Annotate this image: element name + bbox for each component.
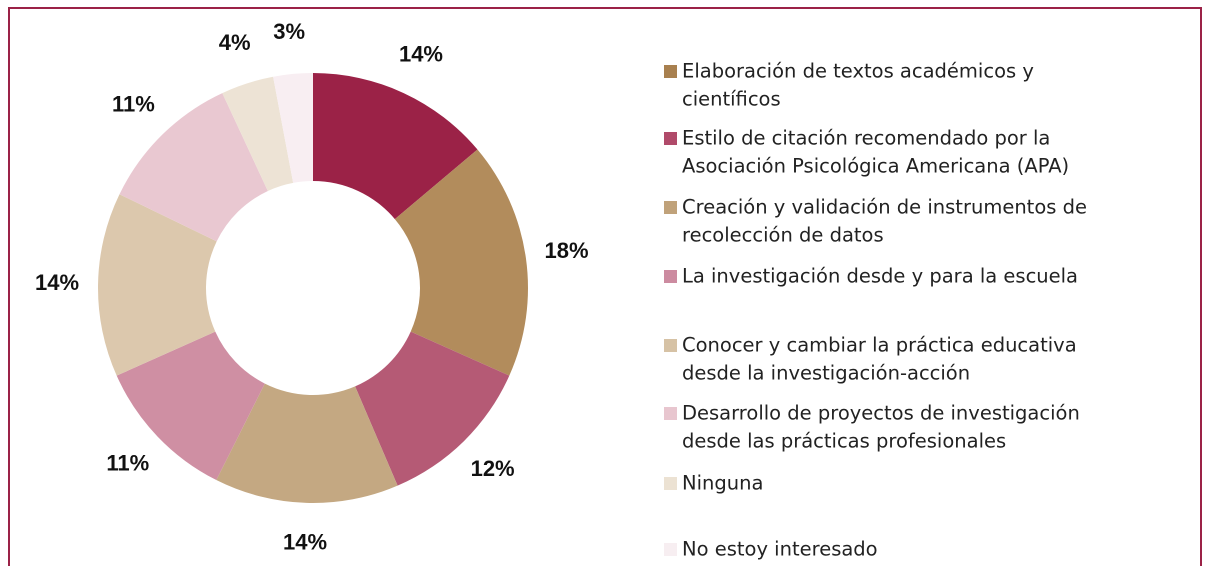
value-label: 11% — [106, 451, 149, 476]
value-label: 12% — [471, 456, 515, 481]
legend-swatch — [664, 477, 677, 490]
legend-label: recolección de datos — [682, 224, 884, 247]
slice — [394, 149, 528, 376]
slice — [116, 331, 265, 481]
legend-swatch — [664, 270, 677, 283]
legend-swatch — [664, 201, 677, 214]
legend-label: Creación y validación de instrumentos de — [682, 196, 1087, 219]
value-label: 14% — [283, 530, 327, 555]
slice — [119, 93, 268, 242]
legend-label: Conocer y cambiar la práctica educativa — [682, 334, 1077, 357]
slice — [216, 383, 398, 503]
value-label: 14% — [35, 270, 79, 295]
legend-swatch — [664, 407, 677, 420]
legend-label: No estoy interesado — [682, 538, 878, 561]
value-label: 11% — [112, 91, 155, 116]
slice — [273, 73, 313, 183]
legend-label: Estilo de citación recomendado por la — [682, 127, 1050, 150]
value-label: 14% — [399, 42, 443, 67]
legend: Elaboración de textos académicos y cientí… — [664, 60, 1087, 561]
legend-label: Ninguna — [682, 472, 763, 495]
legend-label: La investigación desde y para la escuela — [682, 265, 1078, 288]
legend-label: Desarrollo de proyectos de investigación — [682, 402, 1080, 425]
slice — [97, 194, 217, 376]
legend-label: desde la investigación-acción — [682, 362, 970, 385]
legend-label: desde las prácticas profesionales — [682, 430, 1006, 453]
legend-label: científicos — [682, 88, 781, 111]
frame — [8, 7, 1202, 566]
legend-swatch — [664, 543, 677, 556]
slice — [355, 331, 510, 486]
value-label: 4% — [219, 30, 251, 55]
legend-swatch — [664, 65, 677, 78]
legend-swatch — [664, 339, 677, 352]
slice — [222, 76, 294, 191]
value-label: 3% — [273, 19, 305, 44]
legend-label: Asociación Psicológica Americana (APA) — [682, 155, 1069, 178]
value-label: 18% — [544, 238, 588, 263]
legend-swatch — [664, 132, 677, 145]
donut: 14% 18% 12% 14% 11% 14% 11% 4% 3% — [35, 19, 589, 555]
slice — [313, 73, 478, 220]
legend-label: Elaboración de textos académicos y — [682, 60, 1034, 83]
